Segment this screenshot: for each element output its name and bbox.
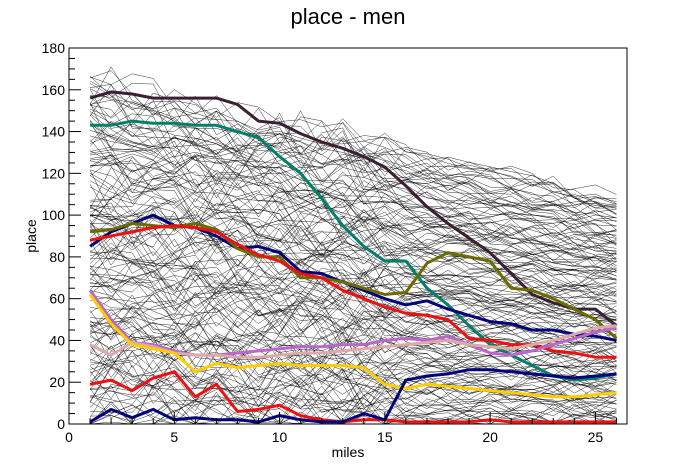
y-tick-label: 120 <box>42 165 66 181</box>
y-tick-label: 80 <box>49 249 65 265</box>
background-runner-line <box>89 172 617 266</box>
background-runner-line <box>89 122 617 239</box>
background-runner-line <box>90 200 617 273</box>
background-runner-line <box>90 214 617 295</box>
highlighted-runner-line-3 <box>89 213 617 342</box>
background-runner-line <box>90 273 617 333</box>
background-runner-line <box>90 375 617 413</box>
y-tick-label: 20 <box>49 374 65 390</box>
background-runner-line <box>89 398 617 425</box>
background-runner-line <box>89 306 617 353</box>
background-runner-line <box>89 149 617 245</box>
highlighted-runner-line-8 <box>88 293 617 399</box>
background-runner-line <box>89 271 617 338</box>
highlighted-runner-line-6 <box>88 289 617 357</box>
background-runner-line <box>89 156 617 253</box>
background-runner-line <box>89 268 617 338</box>
background-runner-line <box>90 335 617 386</box>
background-runner-line <box>89 247 617 322</box>
highlighted-runner-line-2 <box>90 119 617 382</box>
background-runner-line <box>90 157 617 256</box>
background-runner-line <box>90 155 617 262</box>
background-runner-line <box>89 120 617 235</box>
y-tick-label: 60 <box>49 291 65 307</box>
background-runner-line <box>89 88 617 209</box>
background-runner-line <box>89 205 617 287</box>
background-runner-line <box>89 185 617 277</box>
background-runner-line <box>89 294 617 356</box>
x-axis: 0 5 10 15 20 25 <box>65 412 617 445</box>
background-runner-line <box>89 343 617 397</box>
highlighted-runner-line-9 <box>89 370 617 424</box>
background-runner-line <box>90 275 617 339</box>
x-tick-label: 0 <box>65 429 73 445</box>
y-tick-label: 40 <box>49 332 65 348</box>
y-tick-label: 140 <box>42 124 66 140</box>
background-runner-line <box>89 76 617 214</box>
background-runner-line <box>90 213 617 297</box>
background-runner-line <box>89 332 617 376</box>
background-runner-line <box>89 395 617 425</box>
background-runner-line <box>90 291 617 354</box>
highlighted-runner-line-7 <box>89 324 617 359</box>
background-runner-line <box>89 196 617 280</box>
background-runner-line <box>89 277 617 346</box>
background-runner-line <box>89 153 617 255</box>
x-tick-label: 25 <box>588 429 604 445</box>
y-tick-label: 160 <box>42 82 66 98</box>
x-tick-label: 5 <box>170 429 178 445</box>
background-runner-line <box>90 334 617 379</box>
background-runner-line <box>90 358 617 397</box>
background-runner-line <box>89 223 617 302</box>
background-runner-line <box>90 376 617 418</box>
background-runner-line <box>90 169 617 263</box>
background-runner-line <box>89 315 617 371</box>
background-runner-line <box>89 172 617 261</box>
y-tick-label: 0 <box>57 416 65 432</box>
background-runner-line <box>90 134 617 252</box>
chart-title: place - men <box>290 4 406 29</box>
background-runner-line <box>89 153 617 250</box>
background-runner-line <box>89 104 617 221</box>
y-tick-label: 180 <box>42 40 66 56</box>
background-runner-line <box>89 222 617 315</box>
background-runner-line <box>89 197 617 274</box>
background-runner-line <box>89 102 617 230</box>
background-runner-line <box>90 356 617 404</box>
background-runner-line <box>89 394 617 425</box>
background-runner-line <box>89 373 617 420</box>
background-runner-line <box>89 219 617 302</box>
background-runner-line <box>89 225 617 307</box>
highlighted-runner-line-10 <box>89 368 617 424</box>
background-runner-line <box>89 95 617 222</box>
background-runner-line <box>90 160 617 258</box>
background-runner-line <box>89 80 617 207</box>
background-runner-line <box>89 92 617 207</box>
background-runner-line <box>90 70 617 204</box>
background-runner-line <box>90 271 617 338</box>
background-runner-line <box>89 295 617 349</box>
background-runner-line <box>90 219 617 292</box>
x-tick-label: 10 <box>272 429 288 445</box>
background-runner-line <box>89 88 617 215</box>
x-axis-label: miles <box>332 444 365 460</box>
highlighted-runner-lines <box>88 90 618 424</box>
x-tick-label: 20 <box>482 429 498 445</box>
background-runner-line <box>89 249 617 319</box>
background-runner-line <box>90 202 617 273</box>
background-runner-line <box>90 73 617 202</box>
y-tick-label: 100 <box>42 207 66 223</box>
background-runner-lines <box>89 66 617 425</box>
x-tick-label: 15 <box>377 429 393 445</box>
y-axis-label: place <box>23 219 39 253</box>
y-axis: 0 20 40 60 80 100 120 140 160 180 <box>42 40 81 432</box>
background-runner-line <box>89 344 617 388</box>
background-runner-line <box>89 120 617 231</box>
background-runner-line <box>90 188 617 274</box>
background-runner-line <box>90 355 617 396</box>
background-runner-line <box>90 146 617 251</box>
background-runner-line <box>90 99 617 216</box>
